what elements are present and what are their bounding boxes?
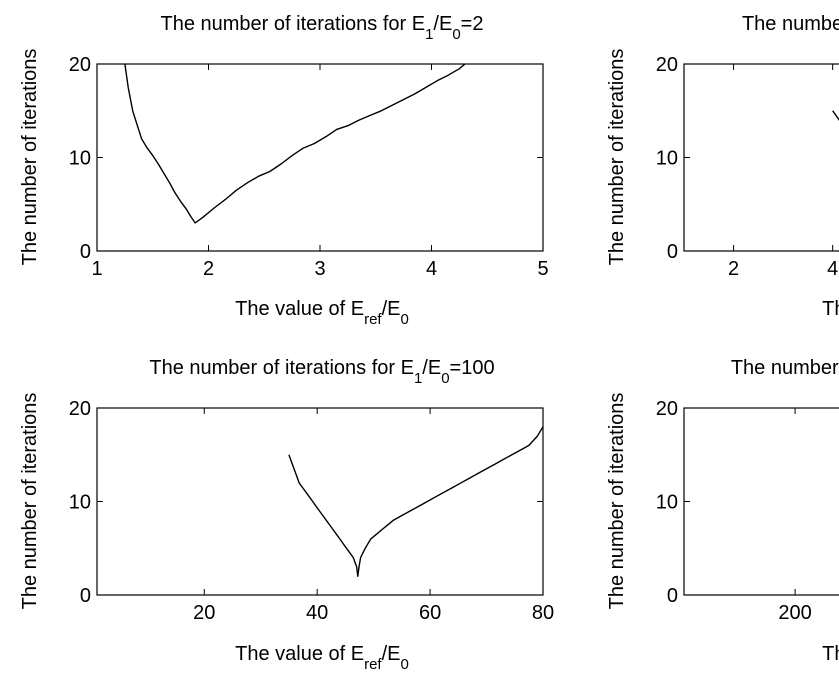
x-tick-label: 2 [728, 258, 739, 280]
x-axis-label: The value of Eref/E0 [822, 643, 839, 673]
y-axis-label: The number of iterations [19, 49, 41, 266]
x-tick-label: 4 [426, 258, 437, 280]
x-tick-label: 5 [537, 258, 548, 280]
y-tick-label: 0 [667, 585, 678, 607]
chart-title: The number of iterations for E1/E0=10 [742, 13, 839, 43]
y-tick-label: 0 [667, 241, 678, 263]
x-tick-label: 60 [419, 602, 441, 624]
chart-title: The number of iterations for E1/E0=1000 [731, 357, 839, 387]
x-tick-label: 4 [827, 258, 838, 280]
y-tick-label: 0 [80, 585, 91, 607]
series-line [288, 426, 544, 577]
x-axis-label: The value of Eref/E0 [235, 298, 409, 328]
y-tick-label: 10 [69, 492, 91, 514]
x-tick-label: 2 [203, 258, 214, 280]
x-tick-label: 1 [91, 258, 102, 280]
chart-panel-3: The number of iterations for E1/E0=100 20… [19, 357, 554, 673]
chart-title: The number of iterations for E1/E0=100 [149, 357, 494, 387]
y-tick-label: 20 [69, 54, 91, 76]
y-tick-label: 10 [656, 492, 678, 514]
y-tick-label: 20 [656, 54, 678, 76]
x-tick-label: 200 [778, 602, 811, 624]
y-tick-label: 0 [80, 241, 91, 263]
y-axis-label: The number of iterations [606, 49, 628, 266]
y-tick-label: 20 [69, 398, 91, 420]
chart-title: The number of iterations for E1/E0=2 [161, 13, 484, 43]
y-tick-label: 10 [69, 148, 91, 170]
x-tick-label: 40 [306, 602, 328, 624]
y-tick-label: 20 [656, 398, 678, 420]
x-tick-label: 3 [314, 258, 325, 280]
x-tick-label: 80 [532, 602, 554, 624]
y-axis-label: The number of iterations [19, 393, 41, 610]
axes-box [96, 407, 544, 596]
axes-box [683, 63, 839, 252]
y-tick-label: 10 [656, 148, 678, 170]
series-line [124, 63, 466, 224]
chart-panel-2: The number of iterations for E1/E0=10246… [606, 13, 839, 328]
axes-box [683, 407, 839, 596]
x-tick-label: 20 [193, 602, 215, 624]
chart-panel-4: The number of iterations for E1/E0=1000 2… [606, 357, 839, 673]
chart-panel-1: The number of iterations for E1/E0=2 1 2 3 4… [19, 13, 549, 328]
y-axis-label: The number of iterations [606, 393, 628, 610]
x-axis-label: The value of Eref/E0 [822, 298, 839, 328]
axes-box [96, 63, 544, 252]
series-line [832, 110, 839, 121]
x-axis-label: The value of Eref/E0 [235, 643, 409, 673]
